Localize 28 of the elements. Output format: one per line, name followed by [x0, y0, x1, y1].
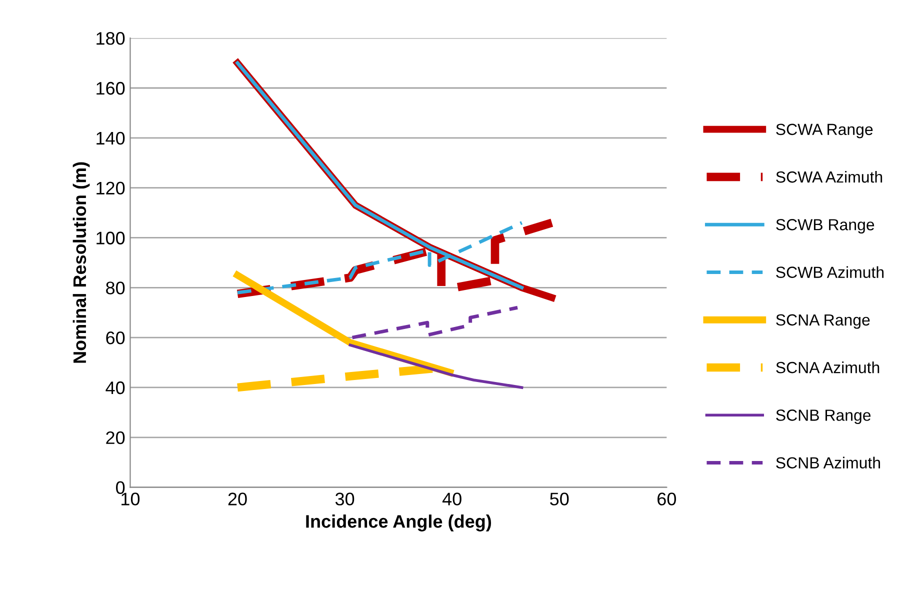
- x-tick-label: 30: [335, 492, 354, 506]
- line-series: [350, 306, 520, 340]
- x-axis-title: Incidence Angle (deg): [306, 514, 492, 532]
- x-tick-label: 40: [442, 492, 462, 506]
- y-tick-label: 80: [106, 282, 125, 294]
- y-tick-label: 40: [106, 381, 125, 394]
- x-tick-label: 10: [122, 492, 140, 506]
- y-tick-label: 140: [96, 132, 125, 145]
- legend-label: SCWB Range: [776, 219, 874, 234]
- y-tick-label: 120: [96, 182, 125, 195]
- x-tick-label: 60: [658, 492, 676, 506]
- legend-label: SCNA Azimuth: [776, 362, 880, 374]
- y-tick-label: 60: [106, 332, 125, 344]
- legend-label: SCNB Range: [776, 410, 871, 424]
- y-tick-label: 160: [96, 82, 125, 95]
- x-tick-label: 50: [550, 492, 569, 506]
- legend-label: SCNB Azimuth: [776, 456, 880, 468]
- y-tick-label: 20: [106, 431, 125, 444]
- y-tick-label: 180: [96, 32, 125, 45]
- line-series: [348, 344, 524, 389]
- legend-label: SCWA Range: [776, 124, 873, 138]
- legend-label: SCWB Azimuth: [776, 266, 884, 278]
- x-tick-label: 20: [228, 492, 247, 506]
- y-tick-label: 100: [96, 232, 125, 244]
- legend-label: SCWA Azimuth: [776, 170, 882, 183]
- y-tick-label: 0: [116, 481, 125, 494]
- y-axis-title: Nominal Resolution (m): [72, 162, 90, 363]
- legend-label: SCNA Range: [776, 314, 870, 329]
